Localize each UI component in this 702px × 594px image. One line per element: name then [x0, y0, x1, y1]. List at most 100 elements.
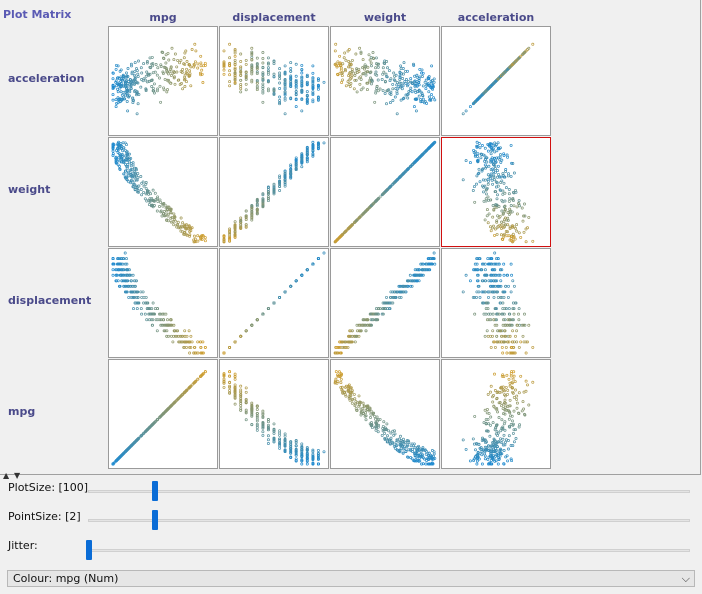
data-point [283, 444, 287, 448]
data-point [479, 446, 483, 450]
data-point [115, 459, 118, 462]
data-point [380, 433, 384, 437]
data-point [261, 73, 265, 77]
data-point [507, 312, 511, 316]
data-point [423, 457, 426, 461]
data-point [169, 208, 173, 212]
splitter-down-arrow-icon[interactable]: ▼ [14, 471, 21, 480]
data-point [173, 401, 176, 404]
data-point [272, 440, 276, 444]
data-point [388, 307, 392, 311]
plot-cell-acceleration-vs-weight[interactable] [330, 26, 440, 136]
data-point [151, 89, 155, 93]
data-point [473, 262, 477, 266]
data-point [190, 340, 194, 344]
jitter-slider-thumb[interactable] [86, 540, 92, 560]
plot-cell-weight-vs-mpg[interactable] [108, 137, 218, 247]
data-point [487, 422, 491, 426]
data-point [508, 384, 512, 388]
data-point [289, 447, 293, 450]
data-point [508, 411, 512, 415]
point-size-slider[interactable] [88, 519, 690, 522]
data-point [523, 51, 526, 54]
data-point [294, 444, 298, 448]
plot-cell-weight-vs-displacement[interactable] [219, 137, 329, 247]
data-point [117, 257, 121, 261]
data-point [502, 295, 506, 299]
data-point [496, 462, 500, 466]
data-point [155, 197, 159, 201]
data-point [349, 63, 353, 66]
data-point [358, 46, 362, 50]
data-point [491, 204, 495, 207]
plot-cell-mpg-vs-mpg[interactable] [108, 359, 218, 469]
data-point [203, 63, 207, 67]
data-point [497, 312, 501, 316]
data-point [509, 174, 513, 178]
data-point [193, 380, 197, 384]
plot-cell-displacement-vs-displacement[interactable] [219, 248, 329, 358]
data-point [349, 386, 353, 390]
data-point [486, 429, 490, 433]
data-point [278, 182, 282, 186]
data-point [261, 193, 265, 197]
data-point [506, 388, 510, 392]
data-point [490, 178, 494, 182]
data-point [524, 227, 528, 231]
plot-cell-displacement-vs-weight[interactable] [330, 248, 440, 358]
plot-cell-weight-vs-acceleration[interactable] [441, 137, 551, 247]
plot-cell-mpg-vs-weight[interactable] [330, 359, 440, 469]
plot-cell-mpg-vs-displacement[interactable] [219, 359, 329, 469]
plot-cell-acceleration-vs-mpg[interactable] [108, 26, 218, 136]
data-point [305, 147, 309, 151]
data-point [144, 89, 148, 93]
splitter-up-arrow-icon[interactable]: ▲ [3, 471, 10, 480]
data-point [501, 312, 505, 316]
data-point [150, 307, 154, 311]
plot-size-slider[interactable] [88, 490, 690, 493]
data-point [135, 307, 139, 311]
data-point [305, 268, 309, 272]
plot-cell-displacement-vs-acceleration[interactable] [441, 248, 551, 358]
plot-size-slider-thumb[interactable] [152, 481, 158, 501]
point-size-label: PointSize: [2] [8, 510, 81, 523]
data-point [391, 290, 395, 294]
data-point [228, 73, 232, 77]
data-point [352, 392, 356, 396]
data-point [395, 112, 399, 116]
data-point [129, 273, 133, 277]
plot-cell-acceleration-vs-acceleration[interactable] [441, 26, 551, 136]
data-point [413, 454, 417, 458]
data-point [493, 150, 497, 154]
data-point [368, 406, 372, 410]
jitter-slider[interactable] [88, 549, 690, 552]
data-point [278, 67, 282, 71]
data-point [381, 66, 385, 70]
data-point [523, 214, 527, 218]
data-point [117, 164, 121, 168]
plot-cell-displacement-vs-mpg[interactable] [108, 248, 218, 358]
data-point [500, 329, 504, 333]
data-point [394, 179, 398, 183]
data-point [513, 380, 517, 384]
plot-cell-acceleration-vs-displacement[interactable] [219, 26, 329, 136]
data-point [510, 239, 514, 243]
plot-cell-weight-vs-weight[interactable] [330, 137, 440, 247]
data-point [350, 58, 354, 62]
colour-attribute-select[interactable]: Colour: mpg (Num) ⌵ [7, 570, 695, 587]
data-point [501, 426, 505, 430]
data-point [144, 182, 148, 186]
data-point [228, 229, 232, 233]
data-point [427, 451, 431, 455]
plot-cell-mpg-vs-acceleration[interactable] [441, 359, 551, 469]
data-point [512, 171, 516, 175]
data-point [176, 78, 180, 82]
panel-splitter[interactable]: ▲ ▼ [0, 471, 702, 481]
chevron-down-icon[interactable]: ⌵ [681, 572, 690, 585]
data-point [147, 203, 151, 207]
data-point [385, 102, 388, 106]
data-point [339, 68, 343, 72]
point-size-slider-thumb[interactable] [152, 510, 158, 530]
data-point [522, 323, 526, 327]
data-point [363, 63, 367, 67]
